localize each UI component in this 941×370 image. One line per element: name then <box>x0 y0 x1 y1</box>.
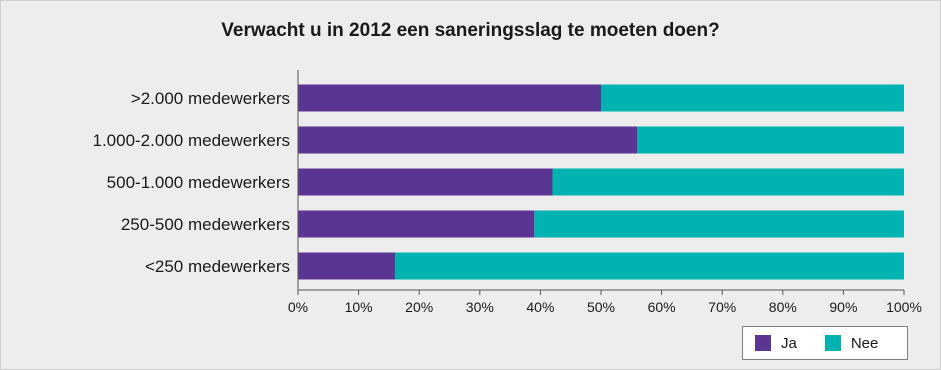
legend-swatch-nee <box>824 335 841 351</box>
x-tick-label-8: 80% <box>769 299 797 315</box>
x-tick-label-9: 90% <box>829 299 857 315</box>
chart-title: Verwacht u in 2012 een saneringsslag te … <box>221 20 720 41</box>
x-tick-label-2: 20% <box>405 299 433 315</box>
bar-nee-0 <box>601 84 904 112</box>
bar-ja-3 <box>298 210 535 238</box>
legend: Ja Nee <box>742 326 908 360</box>
category-label-3: 250-500 medewerkers <box>121 215 290 234</box>
x-tick-label-4: 40% <box>526 299 554 315</box>
bar-nee-4 <box>394 252 904 280</box>
bar-nee-2 <box>552 168 904 196</box>
bar-ja-2 <box>298 168 553 196</box>
bar-nee-1 <box>637 126 904 154</box>
x-tick-label-3: 30% <box>466 299 494 315</box>
category-label-1: 1.000-2.000 medewerkers <box>92 131 290 150</box>
x-tick-label-6: 60% <box>648 299 676 315</box>
bar-ja-4 <box>298 252 395 280</box>
bar-nee-3 <box>534 210 904 238</box>
x-tick-label-5: 50% <box>587 299 615 315</box>
category-label-2: 500-1.000 medewerkers <box>107 173 290 192</box>
x-tick-label-0: 0% <box>288 299 308 315</box>
legend-item-ja: Ja <box>755 335 797 352</box>
x-tick-label-10: 100% <box>886 299 922 315</box>
legend-label-ja: Ja <box>781 334 797 352</box>
category-label-4: <250 medewerkers <box>145 257 290 276</box>
bar-ja-1 <box>298 126 638 154</box>
legend-swatch-ja <box>755 335 771 351</box>
x-tick-label-1: 10% <box>345 299 373 315</box>
legend-label-nee: Nee <box>850 334 879 352</box>
category-label-0: >2.000 medewerkers <box>131 89 290 108</box>
bar-ja-0 <box>298 84 601 112</box>
legend-item-nee: Nee <box>824 334 879 352</box>
x-tick-label-7: 70% <box>708 299 736 315</box>
